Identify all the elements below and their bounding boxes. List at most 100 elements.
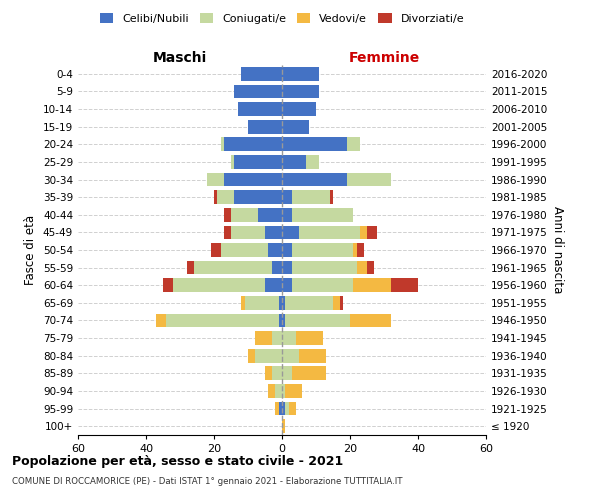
Bar — [265, 226, 282, 239]
Text: Popolazione per età, sesso e stato civile - 2021: Popolazione per età, sesso e stato civil… — [12, 455, 343, 468]
Bar — [255, 349, 282, 362]
Bar — [391, 278, 418, 292]
Bar — [238, 102, 282, 116]
Bar — [282, 226, 299, 239]
Bar — [286, 314, 350, 328]
Bar — [282, 155, 306, 169]
Bar — [166, 314, 278, 328]
Bar — [282, 190, 292, 204]
Bar — [282, 102, 316, 116]
Bar — [275, 384, 282, 398]
Bar — [282, 402, 286, 415]
Bar — [235, 190, 282, 204]
Bar — [282, 208, 292, 222]
Bar — [282, 278, 292, 292]
Bar — [282, 84, 319, 98]
Bar — [286, 402, 289, 415]
Bar — [333, 296, 340, 310]
Bar — [245, 296, 278, 310]
Bar — [286, 384, 302, 398]
Bar — [282, 260, 292, 274]
Bar — [353, 278, 391, 292]
Bar — [329, 190, 333, 204]
Bar — [282, 349, 299, 362]
Bar — [272, 331, 282, 345]
Text: Maschi: Maschi — [153, 51, 207, 65]
Bar — [282, 243, 292, 257]
Bar — [282, 67, 319, 80]
Bar — [231, 155, 235, 169]
Bar — [173, 278, 265, 292]
Bar — [235, 155, 282, 169]
Bar — [286, 296, 333, 310]
Bar — [299, 226, 360, 239]
Text: COMUNE DI ROCCAMORICE (PE) - Dati ISTAT 1° gennaio 2021 - Elaborazione TUTTITALI: COMUNE DI ROCCAMORICE (PE) - Dati ISTAT … — [12, 478, 403, 486]
Bar — [194, 260, 272, 274]
Bar — [367, 226, 377, 239]
Bar — [231, 208, 258, 222]
Bar — [292, 366, 326, 380]
Text: Femmine: Femmine — [349, 51, 419, 65]
Bar — [289, 402, 296, 415]
Bar — [224, 138, 282, 151]
Bar — [235, 84, 282, 98]
Bar — [292, 208, 353, 222]
Bar — [214, 190, 217, 204]
Bar — [353, 243, 357, 257]
Bar — [248, 349, 255, 362]
Bar — [292, 260, 357, 274]
Bar — [255, 331, 272, 345]
Bar — [292, 278, 353, 292]
Bar — [211, 243, 221, 257]
Bar — [268, 243, 282, 257]
Bar — [306, 155, 319, 169]
Bar — [357, 243, 364, 257]
Bar — [278, 402, 282, 415]
Bar — [241, 296, 245, 310]
Bar — [282, 296, 286, 310]
Bar — [231, 226, 265, 239]
Bar — [282, 366, 292, 380]
Bar — [292, 190, 329, 204]
Bar — [156, 314, 166, 328]
Bar — [248, 120, 282, 134]
Bar — [282, 384, 286, 398]
Bar — [278, 296, 282, 310]
Bar — [282, 120, 309, 134]
Bar — [299, 349, 326, 362]
Bar — [224, 226, 231, 239]
Bar — [360, 226, 367, 239]
Bar — [221, 243, 268, 257]
Bar — [221, 138, 224, 151]
Bar — [265, 278, 282, 292]
Bar — [357, 260, 367, 274]
Bar — [282, 420, 286, 433]
Bar — [282, 172, 347, 186]
Bar — [367, 260, 374, 274]
Bar — [265, 366, 272, 380]
Bar — [163, 278, 173, 292]
Bar — [282, 314, 286, 328]
Bar — [268, 384, 275, 398]
Bar — [207, 172, 224, 186]
Y-axis label: Anni di nascita: Anni di nascita — [551, 206, 564, 294]
Bar — [340, 296, 343, 310]
Bar — [258, 208, 282, 222]
Bar — [296, 331, 323, 345]
Bar — [224, 208, 231, 222]
Bar — [282, 331, 296, 345]
Bar — [292, 243, 353, 257]
Bar — [187, 260, 194, 274]
Bar — [282, 138, 347, 151]
Legend: Celibi/Nubili, Coniugati/e, Vedovi/e, Divorziati/e: Celibi/Nubili, Coniugati/e, Vedovi/e, Di… — [98, 10, 466, 26]
Bar — [350, 314, 391, 328]
Y-axis label: Fasce di età: Fasce di età — [25, 215, 37, 285]
Bar — [275, 402, 278, 415]
Bar — [347, 172, 391, 186]
Bar — [217, 190, 235, 204]
Bar — [347, 138, 360, 151]
Bar — [224, 172, 282, 186]
Bar — [278, 314, 282, 328]
Bar — [272, 260, 282, 274]
Bar — [272, 366, 282, 380]
